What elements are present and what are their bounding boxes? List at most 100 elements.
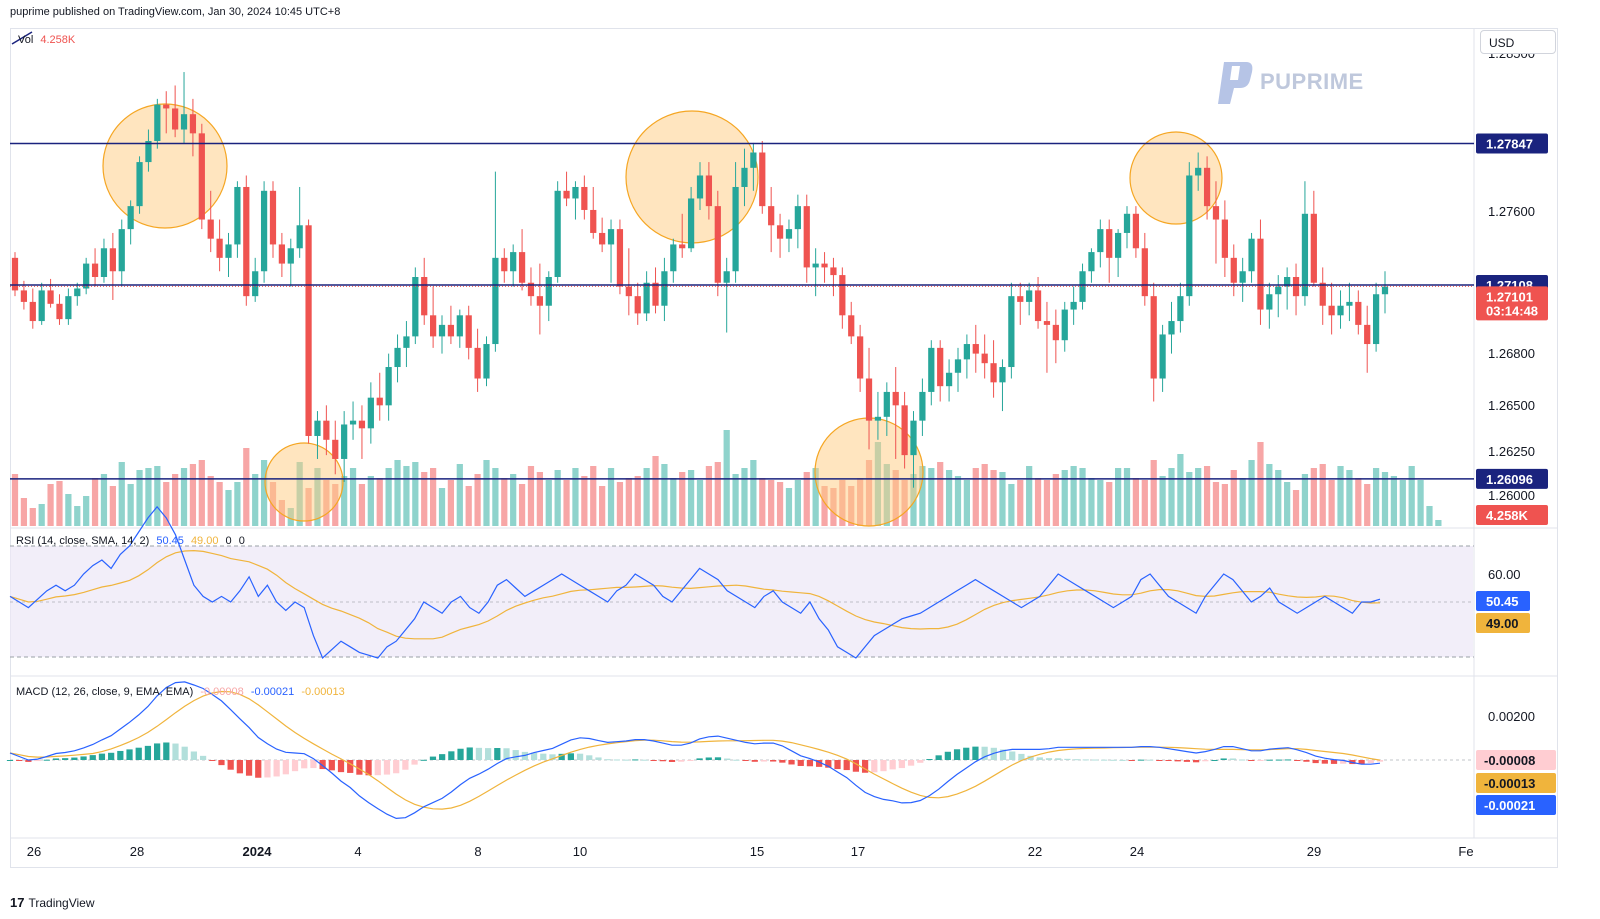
candle-body [1355, 301, 1362, 325]
candle [29, 288, 36, 329]
candle [607, 219, 615, 283]
candle-body [963, 344, 970, 360]
volume-bar [518, 484, 526, 526]
candle [972, 324, 979, 373]
macd-histogram-bar [825, 760, 832, 768]
candle-body [1017, 296, 1024, 302]
candle [367, 382, 374, 444]
candle [679, 213, 686, 258]
macd-histogram-bar [558, 753, 565, 760]
volume-bar [118, 462, 125, 526]
volume-bar [1186, 472, 1193, 526]
candle-body [314, 420, 321, 436]
rsi-line [9, 505, 1381, 660]
candle-body [1132, 213, 1140, 249]
price-tag-countdown: 03:14:48 [1486, 303, 1538, 318]
volume-bar [768, 480, 775, 526]
candle-body [38, 290, 45, 322]
candle-body [341, 424, 348, 459]
volume-bar [616, 482, 624, 526]
candle [349, 401, 357, 440]
candle-body [590, 209, 597, 233]
volume-bar [216, 482, 223, 526]
candle [1079, 263, 1086, 310]
macd-histogram-bar [576, 753, 584, 760]
candle [1088, 248, 1095, 283]
volume-bar [1381, 472, 1389, 526]
volume-bar [1070, 466, 1077, 526]
volume-bar [1017, 480, 1024, 526]
candle [38, 282, 45, 325]
macd-histogram-bar [760, 760, 768, 762]
macd-histogram-bar [393, 760, 400, 774]
macd-legend: MACD (12, 26, close, 9, EMA, EMA) -0.000… [16, 686, 345, 698]
macd-histogram-bar [567, 753, 574, 760]
macd-histogram-bar [1119, 759, 1126, 761]
volume-bar [1390, 476, 1398, 526]
macd-histogram-bar [898, 760, 905, 769]
candle-body [768, 206, 775, 226]
candle [385, 353, 392, 421]
candle-body [385, 367, 392, 406]
candle-body [456, 315, 463, 337]
macd-histogram-bar [935, 755, 942, 760]
macd-histogram-bar [1376, 760, 1384, 762]
macd-histogram-bar [880, 760, 887, 772]
macd-histogram-bar [1110, 759, 1117, 761]
macd-histogram-bar [816, 760, 823, 767]
macd-histogram-bar [1284, 759, 1292, 761]
candle-body [269, 190, 277, 245]
candle-body [643, 282, 650, 314]
macd-histogram-bar [724, 758, 731, 760]
macd-histogram-bar [301, 760, 308, 769]
candle [785, 219, 793, 253]
volume-bar [65, 494, 72, 526]
volume-bar [47, 484, 54, 526]
macd-histogram-bar [144, 745, 152, 760]
candle [1346, 282, 1353, 322]
macd-histogram-bar [1202, 760, 1209, 762]
candle-body [1141, 248, 1148, 297]
footer-brand-text: TradingView [28, 895, 95, 910]
macd-histogram-bar [705, 757, 712, 760]
macd-histogram-bar [1248, 760, 1255, 761]
macd-histogram-bar [429, 756, 437, 760]
macd-histogram-bar [641, 759, 648, 761]
candle-body [572, 186, 579, 199]
volume-bar [1230, 470, 1237, 526]
time-tick-label: 24 [1130, 844, 1144, 859]
candle-body [1195, 167, 1202, 176]
candle-body [563, 190, 570, 199]
candle-body [74, 288, 81, 297]
candle-body [928, 347, 935, 392]
volume-bar [794, 480, 801, 526]
candle [1168, 301, 1175, 354]
candle [430, 286, 437, 348]
volume-bar [581, 476, 588, 526]
macd-histogram-bar [282, 760, 289, 775]
candle [1106, 219, 1113, 283]
macd-histogram-bar [1137, 759, 1145, 761]
volume-bar [1132, 478, 1140, 526]
candle [145, 129, 152, 172]
macd-histogram-bar [1009, 751, 1016, 760]
macd-histogram-bar [604, 759, 611, 761]
candle [323, 405, 330, 456]
candle [127, 200, 134, 245]
candle [1292, 263, 1300, 316]
candle-body [652, 282, 659, 306]
volume-bar [803, 472, 810, 526]
candle [1177, 282, 1184, 333]
candle [74, 282, 81, 306]
volume-bar [1364, 484, 1371, 526]
candle [1221, 200, 1228, 277]
candle [590, 186, 597, 239]
volume-bar [1177, 454, 1184, 526]
currency-selector[interactable]: USD [1480, 30, 1556, 54]
macd-histogram-bar [926, 759, 933, 761]
macd-histogram-bar [834, 760, 841, 770]
candle-body [1097, 229, 1104, 253]
macd-histogram-bar [889, 760, 896, 770]
candle [1141, 232, 1148, 306]
